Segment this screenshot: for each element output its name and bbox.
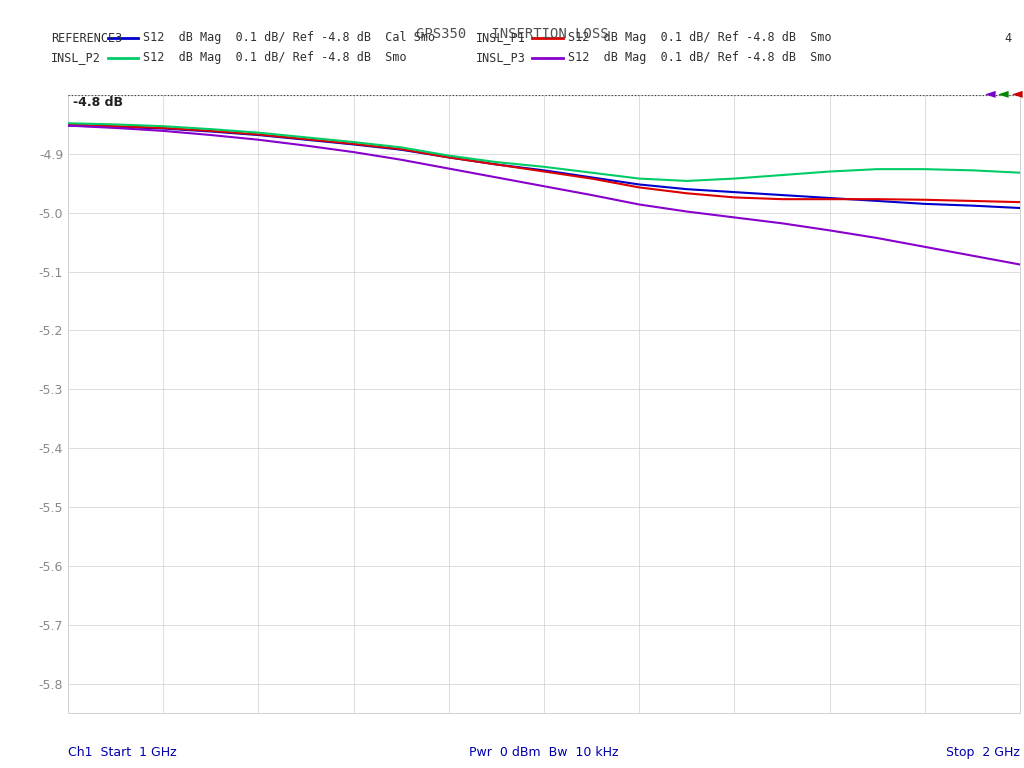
Text: 4: 4 — [1005, 31, 1012, 45]
Text: INSL_P3: INSL_P3 — [476, 51, 526, 65]
Text: Pwr  0 dBm  Bw  10 kHz: Pwr 0 dBm Bw 10 kHz — [469, 746, 618, 759]
Text: S12  dB Mag  0.1 dB/ Ref -4.8 dB  Cal Smo: S12 dB Mag 0.1 dB/ Ref -4.8 dB Cal Smo — [143, 31, 435, 45]
Text: ◄: ◄ — [985, 86, 995, 100]
Text: Stop  2 GHz: Stop 2 GHz — [946, 746, 1020, 759]
Text: ◄: ◄ — [1012, 86, 1022, 100]
Text: GPS350 - INSERTION LOSS: GPS350 - INSERTION LOSS — [416, 27, 608, 41]
Text: ◄: ◄ — [998, 86, 1009, 100]
Text: S12  dB Mag  0.1 dB/ Ref -4.8 dB  Smo: S12 dB Mag 0.1 dB/ Ref -4.8 dB Smo — [568, 51, 831, 65]
Text: Ch1  Start  1 GHz: Ch1 Start 1 GHz — [68, 746, 176, 759]
Text: S12  dB Mag  0.1 dB/ Ref -4.8 dB  Smo: S12 dB Mag 0.1 dB/ Ref -4.8 dB Smo — [143, 51, 407, 65]
Text: REFERENCE3: REFERENCE3 — [51, 31, 123, 45]
Text: INSL_P2: INSL_P2 — [51, 51, 101, 65]
Text: S12  dB Mag  0.1 dB/ Ref -4.8 dB  Smo: S12 dB Mag 0.1 dB/ Ref -4.8 dB Smo — [568, 31, 831, 45]
Text: -4.8 dB: -4.8 dB — [73, 96, 123, 109]
Text: INSL_P1: INSL_P1 — [476, 31, 526, 45]
